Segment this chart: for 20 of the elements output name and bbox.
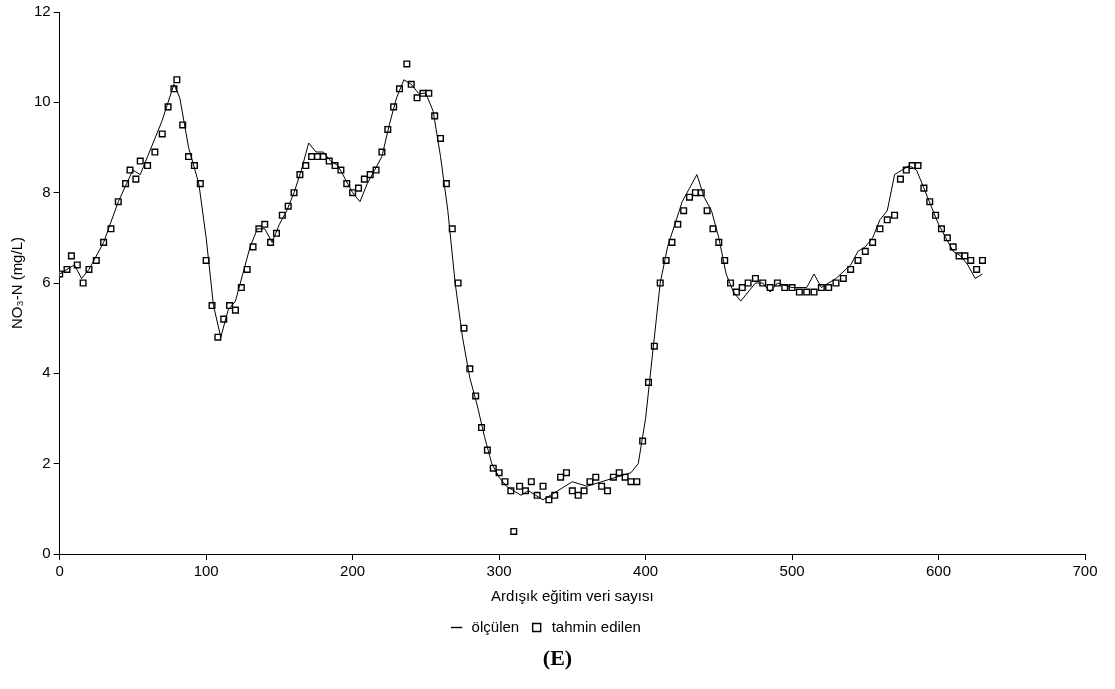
y-tick-label: 12 [34,2,51,20]
y-tick-label: 4 [42,363,51,381]
x-tick-label: 0 [55,562,64,580]
x-tick-label: 200 [340,562,366,580]
x-tick-label: 700 [1072,562,1098,580]
x-tick-label: 500 [779,562,805,580]
x-tick-label: 300 [486,562,512,580]
legend-label: ölçülen [471,617,520,635]
y-tick-label: 2 [42,453,51,471]
y-tick-label: 0 [42,544,51,562]
x-tick-label: 100 [193,562,219,580]
y-tick-label: 8 [42,182,51,200]
x-tick-label: 600 [926,562,952,580]
y-tick-label: 10 [34,92,51,110]
legend-label: tahmin edilen [551,617,641,635]
y-axis-title: NO₃-N (mg/L) [8,237,26,329]
text: (E) [541,645,574,671]
y-tick-label: 6 [42,273,51,291]
x-axis-title: Ardışık eğitim veri sayısı [491,587,654,605]
x-tick-label: 400 [633,562,659,580]
